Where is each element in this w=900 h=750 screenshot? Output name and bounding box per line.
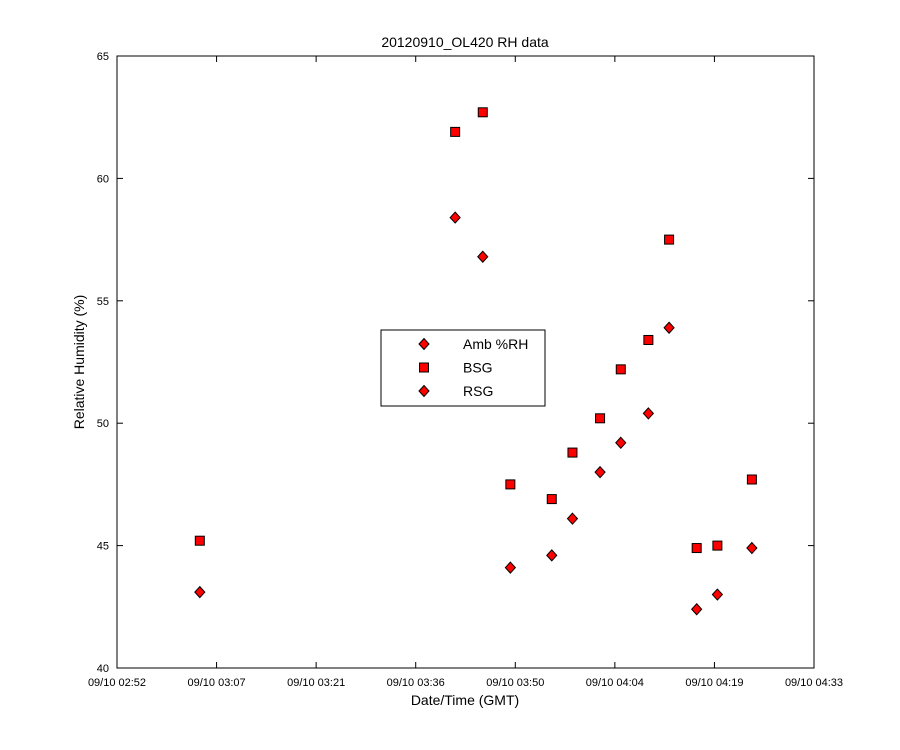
bsg-point [477, 107, 488, 118]
legend-label-rsg: RSG [463, 383, 493, 399]
x-axis: 09/10 02:52 09/10 03:07 09/10 03:21 09/10 0… [88, 56, 843, 689]
bsg-point [505, 479, 516, 490]
bsg-point [615, 364, 626, 375]
chart-title: 20120910_OL420 RH data [381, 34, 549, 50]
bsg-point [546, 494, 557, 505]
data-points [194, 107, 758, 616]
rsg-point [691, 603, 703, 616]
rsg-point [746, 541, 758, 555]
rsg-point [504, 561, 517, 574]
rsg-point [449, 211, 461, 224]
legend-marker-amb-rh [418, 337, 430, 351]
bsg-point [567, 447, 578, 458]
x-axis-label: Date/Time (GMT) [411, 692, 519, 708]
x-tick-label: 09/10 04:04 [586, 677, 644, 689]
bsg-point [450, 126, 461, 137]
legend-marker-bsg [419, 362, 429, 373]
y-tick-label: 60 [97, 173, 109, 185]
rsg-point [663, 321, 675, 334]
legend-label-amb-rh: Amb %RH [463, 336, 528, 352]
rsg-point [194, 585, 206, 599]
y-tick-label: 45 [97, 541, 109, 553]
rsg-point [642, 407, 655, 420]
bsg-point [595, 413, 606, 424]
legend-box [380, 329, 546, 407]
y-axis: 40 45 50 55 60 65 [97, 51, 814, 675]
legend-label-bsg: BSG [463, 360, 493, 376]
bsg-point [712, 540, 723, 551]
x-tick-label: 09/10 03:07 [188, 677, 246, 689]
y-axis-label: Relative Humidity (%) [71, 295, 87, 430]
rsg-point [546, 549, 558, 562]
rsg-point [594, 465, 606, 479]
rsg-point [477, 250, 489, 263]
y-tick-label: 55 [97, 296, 109, 308]
x-tick-label: 09/10 04:19 [685, 677, 743, 689]
x-tick-label: 09/10 03:50 [486, 677, 544, 689]
y-tick-label: 50 [97, 418, 109, 430]
bsg-point [643, 334, 654, 345]
x-tick-label: 09/10 03:36 [387, 677, 445, 689]
bsg-point [691, 543, 702, 554]
x-tick-label: 09/10 04:33 [785, 677, 843, 689]
bsg-point [746, 474, 757, 485]
x-tick-label: 09/10 02:52 [88, 677, 146, 689]
y-tick-label: 40 [97, 663, 109, 675]
x-tick-label: 09/10 03:21 [287, 677, 345, 689]
bsg-point [194, 535, 205, 546]
rsg-point [615, 436, 627, 450]
y-tick-label: 65 [97, 51, 109, 63]
legend: Amb %RH BSG RSG [380, 329, 546, 407]
legend-marker-rsg [418, 384, 430, 398]
rsg-point [711, 588, 724, 601]
rsg-point [566, 512, 579, 525]
bsg-point [664, 234, 675, 245]
